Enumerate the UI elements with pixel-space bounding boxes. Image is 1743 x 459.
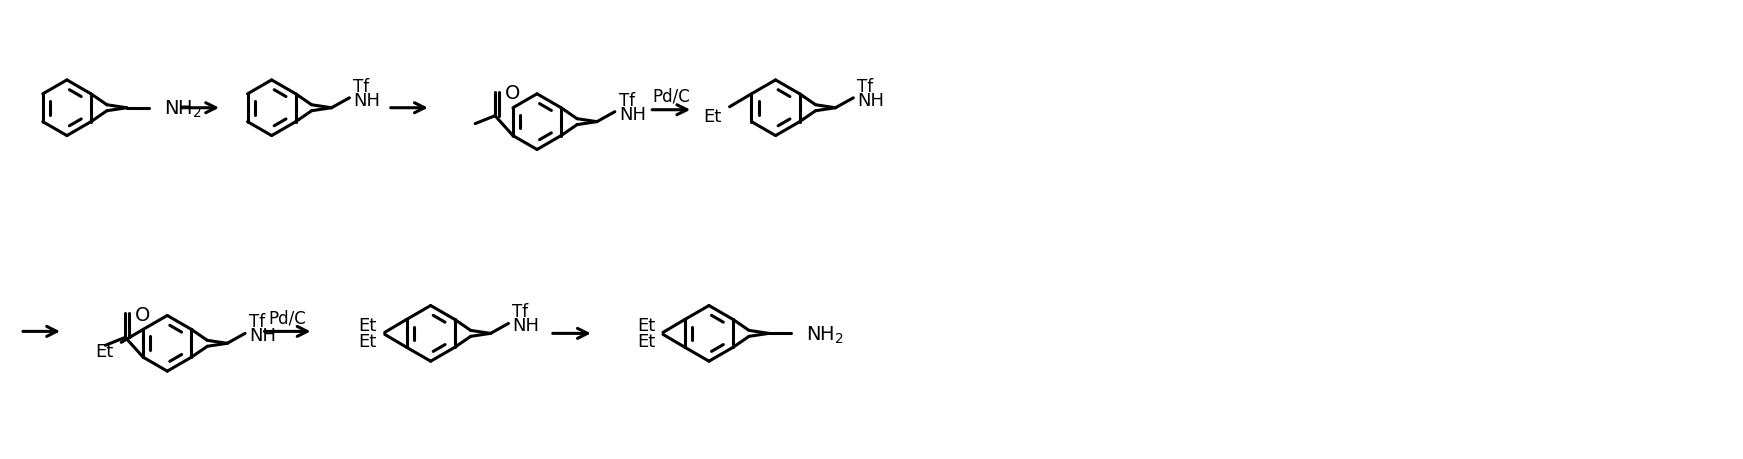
Text: NH: NH (858, 92, 884, 110)
Text: O: O (136, 305, 150, 324)
Text: Tf: Tf (858, 78, 873, 95)
Text: NH: NH (354, 92, 380, 110)
Text: O: O (505, 84, 521, 103)
Text: NH: NH (619, 106, 647, 123)
Text: Et: Et (704, 107, 722, 125)
Text: Et: Et (359, 317, 376, 335)
Text: NH$_2$: NH$_2$ (805, 324, 844, 345)
Text: Tf: Tf (619, 92, 634, 110)
Text: Et: Et (636, 317, 655, 335)
Text: Pd/C: Pd/C (652, 88, 690, 106)
Text: Et: Et (96, 342, 113, 360)
Text: Et: Et (636, 333, 655, 351)
Text: Et: Et (359, 333, 376, 351)
Text: NH: NH (249, 327, 275, 345)
Text: Pd/C: Pd/C (268, 309, 307, 327)
Text: Tf: Tf (249, 313, 265, 331)
Text: Tf: Tf (354, 78, 370, 95)
Text: NH: NH (512, 317, 539, 335)
Text: Tf: Tf (512, 303, 528, 321)
Text: NH$_2$: NH$_2$ (164, 99, 202, 120)
